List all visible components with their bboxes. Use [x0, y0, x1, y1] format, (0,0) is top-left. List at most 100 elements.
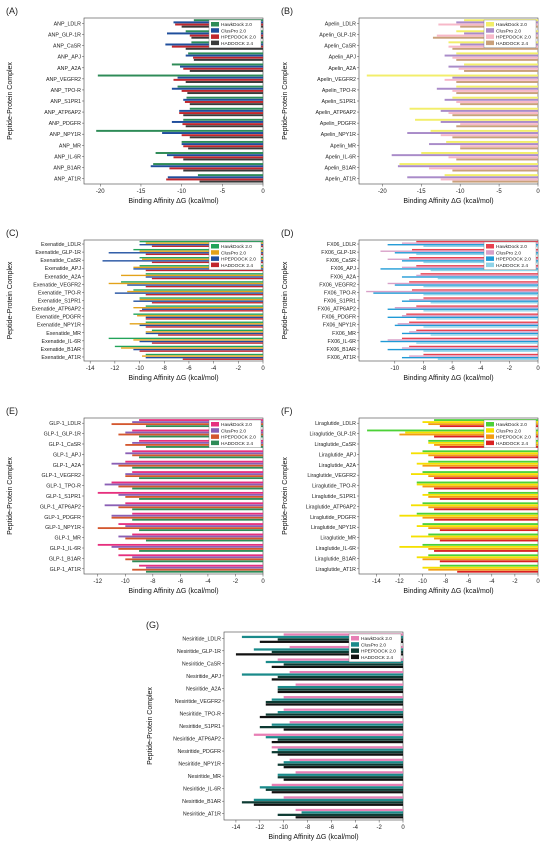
category-label: ANP_CaSR — [53, 44, 81, 50]
bar — [181, 143, 263, 146]
bar — [151, 261, 263, 264]
bar — [428, 423, 538, 426]
bar — [162, 132, 263, 134]
bar — [132, 556, 263, 559]
bar — [171, 63, 263, 66]
legend-swatch — [486, 22, 494, 27]
bar — [125, 496, 263, 498]
bar — [265, 703, 403, 706]
bar — [97, 543, 264, 546]
panel-label: (C) — [6, 228, 19, 238]
bar — [409, 257, 538, 259]
chart-panel: (F) Liraglutide_LDLR Liraglutide_GLP-1R Lir… — [275, 402, 550, 602]
bar — [137, 315, 263, 317]
bar — [428, 533, 538, 536]
bar — [118, 433, 263, 436]
bar-chart: (F) Liraglutide_LDLR Liraglutide_GLP-1R Lir… — [281, 406, 540, 595]
bar — [423, 297, 538, 299]
bar — [283, 663, 403, 666]
category-label: FX06_MR — [332, 331, 356, 337]
bar — [430, 334, 538, 336]
bar — [145, 242, 263, 244]
bar — [125, 475, 263, 478]
bar — [139, 439, 263, 442]
bar — [271, 783, 403, 787]
bar — [422, 421, 538, 423]
chart-panel: (B) Apelin_LDLR Apelin_GLP-1R Apelin_CaSR Ap… — [275, 2, 550, 212]
bar — [410, 452, 538, 455]
legend-label: ClusPro 2.0 — [221, 428, 246, 434]
y-axis-label: Peptide-Protein Complex — [7, 457, 14, 535]
bar — [277, 638, 403, 641]
bar — [437, 358, 538, 360]
bar — [457, 570, 538, 573]
bar — [183, 158, 263, 161]
bar — [423, 310, 538, 312]
bar — [265, 660, 403, 664]
bar — [407, 176, 538, 179]
bar — [133, 289, 263, 291]
category-label: Liraglutide_ATP6AP2 — [306, 504, 356, 510]
bar — [422, 450, 538, 453]
bar — [132, 560, 263, 563]
bar — [401, 266, 538, 269]
category-label: Exenatide_A2A — [44, 274, 81, 280]
x-tick-label: -14 — [232, 825, 241, 831]
bar — [265, 788, 403, 791]
bar — [139, 250, 263, 252]
category-label: ANP_MR — [59, 143, 81, 149]
legend-label: HPEPDOCK 2.0 — [361, 649, 396, 655]
legend-label: ClusPro 2.0 — [361, 642, 386, 648]
x-tick-label: -8 — [162, 366, 168, 372]
bar — [125, 431, 263, 434]
bar — [423, 294, 538, 296]
bar — [439, 498, 538, 500]
bar — [409, 298, 538, 301]
bar — [423, 350, 538, 352]
bar — [366, 74, 538, 77]
x-tick-label: -6 — [186, 366, 192, 372]
bar — [444, 174, 538, 177]
legend-swatch — [211, 34, 219, 39]
category-label: ANP_A2A — [57, 66, 81, 72]
x-axis-label: Binding Affinity ΔG (kcal/mol) — [128, 588, 218, 595]
category-label: Apelin_ATP6AP2 — [315, 110, 356, 116]
bar — [401, 356, 538, 359]
bar — [452, 56, 538, 59]
bar — [111, 514, 264, 517]
category-label: GLP-1_A2A — [53, 463, 82, 469]
bar — [97, 491, 264, 494]
bar — [145, 425, 263, 428]
bar — [96, 129, 263, 132]
y-axis-label: Peptide-Protein Complex — [282, 261, 289, 339]
bar — [422, 493, 538, 496]
chart-panel: (G) Nesiritide_LDLR Nesiritide_GLP-1R Nesir… — [140, 616, 415, 848]
legend-swatch — [211, 40, 219, 46]
x-tick-label: 0 — [261, 579, 265, 585]
bar — [177, 85, 263, 88]
bar — [139, 529, 263, 532]
bar — [440, 178, 538, 181]
bar — [173, 78, 263, 81]
bar — [133, 313, 263, 315]
x-tick-label: -6 — [466, 579, 472, 585]
x-tick-label: -8 — [443, 579, 449, 585]
bar — [434, 487, 538, 490]
bar — [265, 713, 403, 716]
bar — [277, 685, 403, 689]
x-tick-label: -4 — [478, 366, 484, 372]
category-label: Nesiritide_CaSR — [182, 661, 221, 667]
category-label: FX06_VEGFR2 — [319, 282, 356, 288]
bar — [444, 78, 538, 81]
category-label: Nesiritide_TPO-R — [179, 711, 221, 717]
bar — [185, 125, 263, 128]
bar — [118, 506, 263, 509]
bar — [456, 52, 538, 55]
category-label: Liraglutide_CaSR — [314, 442, 356, 448]
category-label: GLP-1_APJ — [53, 452, 81, 458]
legend-swatch — [486, 440, 494, 446]
bar — [271, 791, 403, 794]
legend-swatch — [351, 654, 359, 660]
bar — [456, 85, 538, 88]
x-tick-label: -15 — [417, 189, 426, 195]
